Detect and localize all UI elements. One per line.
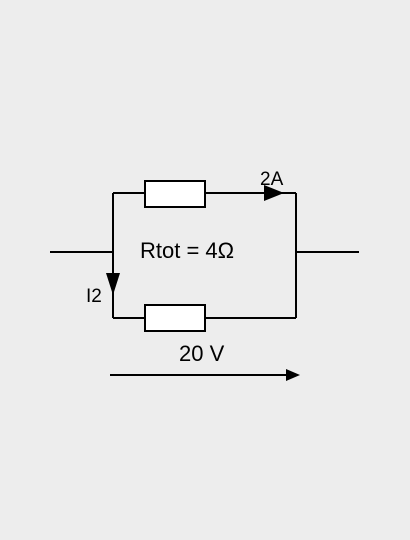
voltage-label: 20 V bbox=[179, 341, 225, 366]
voltage-arrow-head-icon bbox=[286, 369, 300, 381]
top-branch-current-label: 2A bbox=[260, 169, 284, 190]
i2-current-arrow-icon bbox=[106, 273, 120, 295]
top-current-arrow-icon bbox=[264, 185, 284, 201]
bottom-resistor bbox=[144, 304, 206, 332]
total-resistance-label: Rtot = 4Ω bbox=[140, 238, 234, 263]
i2-current-label: I2 bbox=[86, 286, 102, 307]
top-resistor bbox=[144, 180, 206, 208]
